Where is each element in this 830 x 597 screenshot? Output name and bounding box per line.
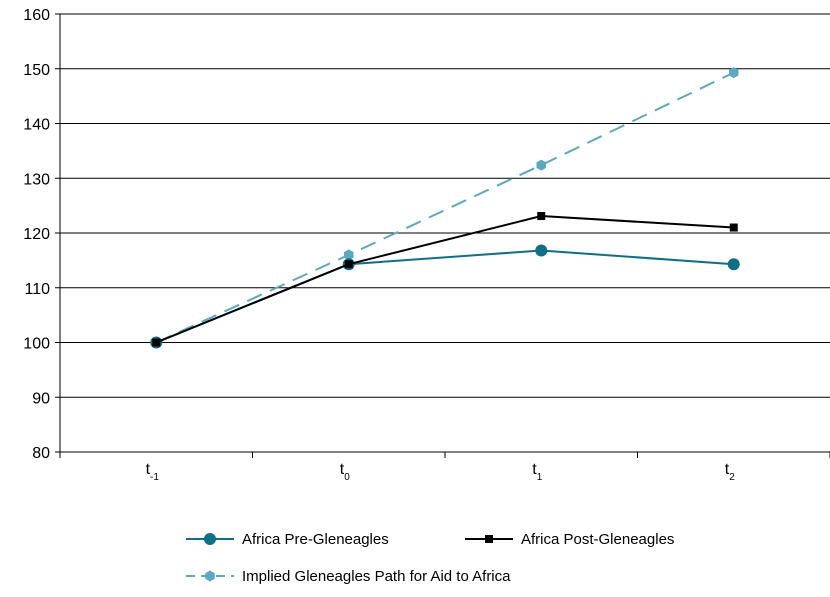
gridlines xyxy=(60,13,830,398)
data-point xyxy=(537,212,546,221)
data-point xyxy=(728,67,739,79)
series-group xyxy=(150,67,740,349)
legend-swatch-marker xyxy=(485,535,493,543)
x-category-label: t-1 xyxy=(146,461,160,483)
x-category-subscript: 1 xyxy=(537,472,543,483)
x-category-base: t xyxy=(340,461,345,478)
y-tick-label: 130 xyxy=(23,171,50,188)
x-category-label: t1 xyxy=(532,461,542,483)
data-point xyxy=(536,159,547,171)
y-tick-label: 100 xyxy=(23,336,50,353)
legend-item: Africa Post-Gleneagles xyxy=(465,531,674,548)
legend-swatch-marker xyxy=(204,533,216,545)
series-hexagon xyxy=(151,67,739,348)
x-category-subscript: -1 xyxy=(150,472,159,483)
data-point xyxy=(344,260,353,269)
series-square xyxy=(152,212,738,347)
data-point xyxy=(535,244,548,257)
x-category-label: t2 xyxy=(725,461,735,483)
series-circle xyxy=(150,244,740,349)
y-tick-label: 150 xyxy=(23,62,50,79)
data-point xyxy=(152,338,161,347)
data-point xyxy=(729,223,738,232)
data-point xyxy=(727,258,740,271)
legend-item: Implied Gleneagles Path for Aid to Afric… xyxy=(186,568,511,585)
series-line xyxy=(155,249,734,344)
x-category-subscript: 0 xyxy=(344,472,350,483)
legend: Africa Pre-Gleneagles Africa Post-Gleneag… xyxy=(186,531,674,585)
legend-label: Africa Post-Gleneagles xyxy=(521,531,674,548)
x-category-subscript: 2 xyxy=(729,472,735,483)
series-line xyxy=(155,71,735,344)
x-category-base: t xyxy=(146,461,151,478)
legend-label: Implied Gleneagles Path for Aid to Afric… xyxy=(242,568,511,585)
legend-swatch-marker xyxy=(205,570,215,582)
x-category-base: t xyxy=(532,461,537,478)
y-tick-label: 120 xyxy=(23,226,50,243)
y-tick-label: 160 xyxy=(23,7,50,24)
legend-item: Africa Pre-Gleneagles xyxy=(186,531,389,548)
y-tick-label: 80 xyxy=(32,445,50,462)
data-point xyxy=(343,249,354,261)
x-category-base: t xyxy=(725,461,730,478)
legend-label: Africa Pre-Gleneagles xyxy=(242,531,389,548)
y-tick-label: 110 xyxy=(24,281,50,298)
y-tick-label: 140 xyxy=(23,117,50,134)
series-line xyxy=(155,215,734,344)
x-category-label: t0 xyxy=(340,461,350,483)
y-tick-label: 90 xyxy=(32,390,50,407)
